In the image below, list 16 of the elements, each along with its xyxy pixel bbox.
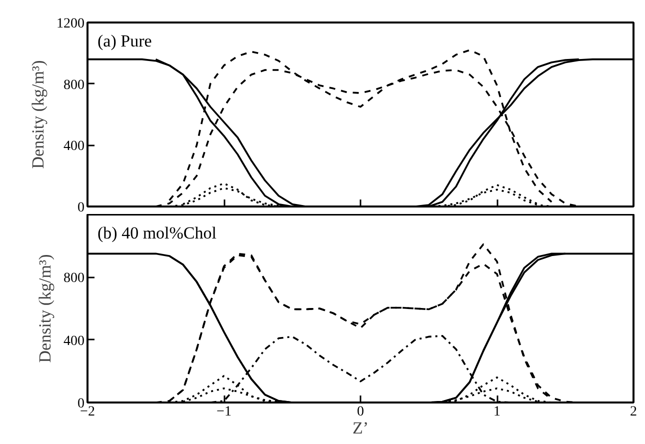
text: (a) Pure xyxy=(98,32,152,50)
y-axis-title: Density (kg/m³) xyxy=(36,254,54,363)
x-axis-title: Z’ xyxy=(352,418,369,438)
x-tick-label: 0 xyxy=(357,404,364,420)
y-tick-label: 800 xyxy=(64,271,84,286)
x-tick-label: −1 xyxy=(216,404,232,420)
x-tick-label: 1 xyxy=(494,404,500,420)
text: (b) 40 mol%Chol xyxy=(98,224,217,242)
y-tick-label: 0 xyxy=(78,200,84,216)
y-axis-title: Density (kg/m³) xyxy=(28,60,48,169)
y-tick-label: 800 xyxy=(64,78,84,93)
x-tick-label: −2 xyxy=(80,404,95,420)
x-tick-label: 2 xyxy=(630,404,637,420)
y-tick-label: 400 xyxy=(64,334,84,349)
y-tick-label: 400 xyxy=(64,139,84,154)
y-tick-label: 1200 xyxy=(56,16,84,32)
